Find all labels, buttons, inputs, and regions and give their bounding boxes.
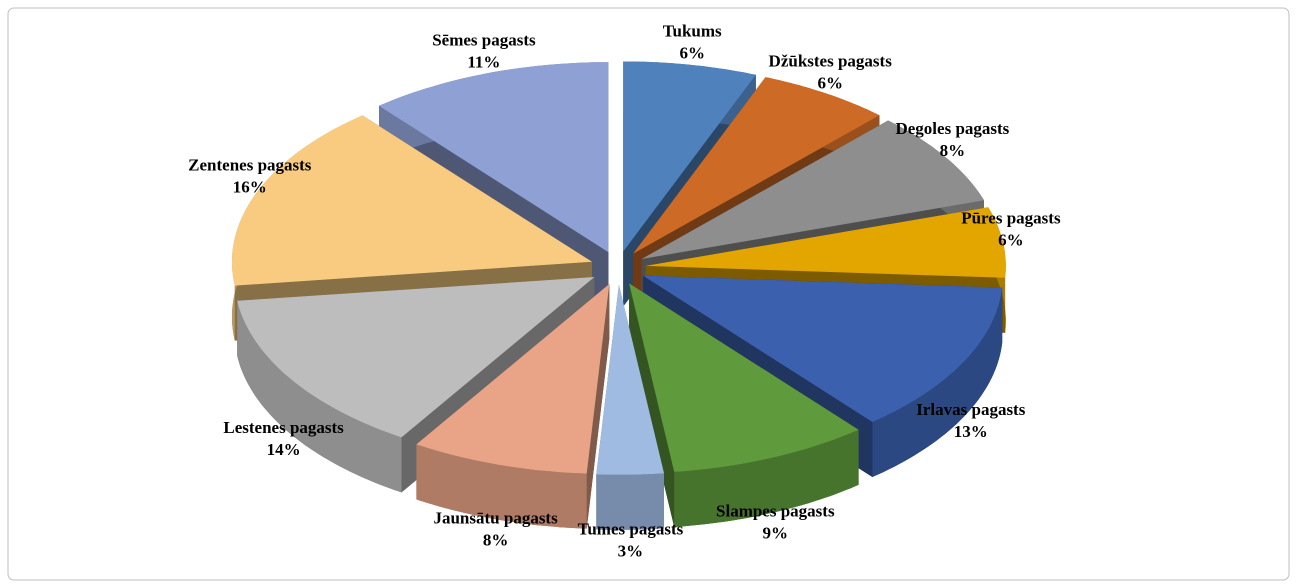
slice-value-label: 8% [940,141,966,160]
slice-value-label: 9% [763,523,789,542]
slice-top [237,277,595,438]
slice-value-label: 13% [954,422,988,441]
slice-label: Tukums [663,21,722,40]
slice-label: Lestenes pagasts [223,418,344,437]
slice-value-label: 14% [267,440,301,459]
slice-label: Tumes pagasts [578,519,684,538]
slice-value-label: 6% [679,43,705,62]
slice-top [379,62,609,253]
slice-label: Pūres pagasts [961,209,1061,228]
slice-top [641,120,984,259]
slice-top [416,284,610,474]
slice-value-label: 6% [998,231,1024,250]
pie-slice [237,277,595,493]
slice-top [645,207,1006,278]
slice-top [633,77,880,254]
slice-value-label: 3% [618,541,644,560]
slice-value-label: 11% [467,52,500,71]
slice-wall [596,473,664,530]
slice-value-label: 16% [233,178,267,197]
slice-side [586,284,610,529]
slice-wall [872,287,1003,477]
slice-label: Džūkstes pagasts [769,51,893,70]
slice-label: Zentenes pagasts [188,156,312,175]
slice-value-label: 8% [483,531,509,550]
pie-slice [596,284,664,530]
slice-top [629,283,859,472]
slice-label: Degoles pagasts [895,119,1009,138]
slice-wall [674,429,859,527]
slice-value-label: 6% [817,73,843,92]
pie-slice [629,283,859,527]
pie-slice [416,284,610,529]
slice-top [623,61,756,252]
slice-wall [416,444,587,529]
slice-top [596,284,664,475]
slice-label: Slampes pagasts [716,501,835,520]
slice-side [629,283,675,527]
slice-top [232,115,592,286]
slice-label: Irlavas pagasts [916,400,1025,419]
slice-label: Sēmes pagasts [432,30,536,49]
slice-wall [237,300,402,493]
slice-top [642,275,1003,422]
slice-label: Jaunsātu pagasts [433,509,558,528]
